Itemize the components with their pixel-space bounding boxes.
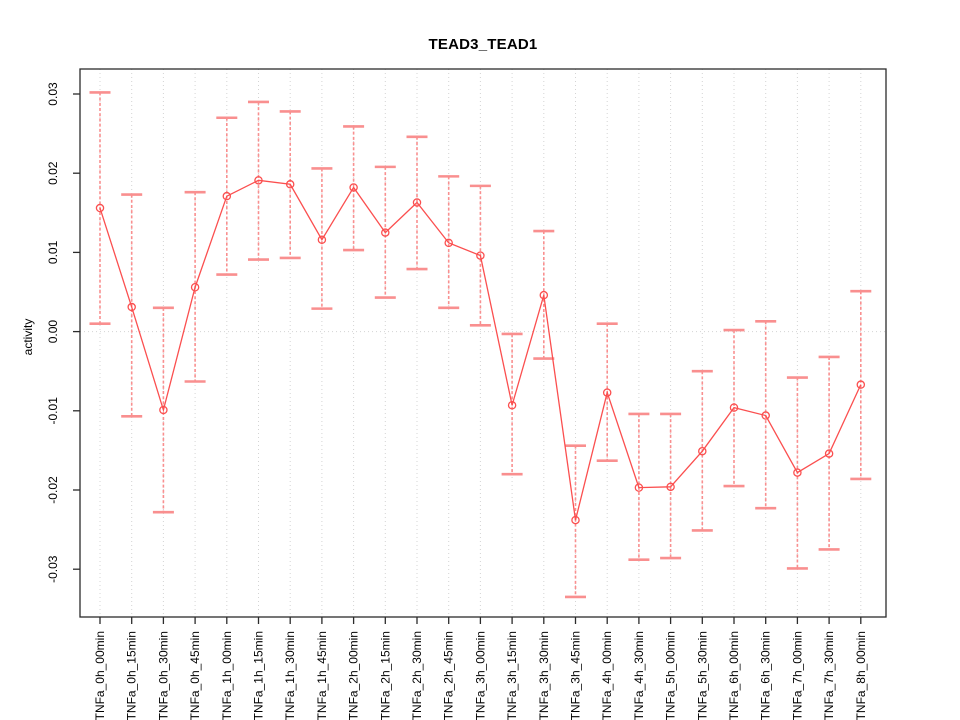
data-point-marker	[634, 483, 644, 492]
x-tick-label: TNFa_3h_15min	[505, 631, 519, 720]
y-tick-label: 0.01	[46, 240, 60, 264]
data-point-marker	[856, 380, 866, 389]
y-tick-label: -0.02	[46, 476, 60, 504]
plot-frame	[79, 68, 887, 618]
x-tick-label: TNFa_1h_30min	[283, 631, 297, 720]
y-tick-label: -0.03	[46, 555, 60, 583]
x-tick-label: TNFa_1h_00min	[220, 631, 234, 720]
data-point-marker	[698, 446, 707, 456]
y-tick-label: 0.02	[46, 161, 60, 185]
data-point-marker	[476, 251, 485, 260]
y-tick-label: 0.00	[46, 320, 60, 344]
data-point-marker	[602, 388, 612, 397]
data-point-marker	[190, 282, 200, 292]
x-tick-label: TNFa_7h_30min	[822, 631, 836, 720]
data-point-marker	[824, 449, 834, 458]
x-tick-label: TNFa_3h_45min	[569, 631, 583, 720]
x-tick-label: TNFa_2h_45min	[442, 631, 456, 720]
data-point-marker	[127, 302, 136, 312]
data-point-marker	[761, 411, 770, 420]
data-point-marker	[317, 235, 327, 244]
data-point-marker	[95, 203, 105, 213]
x-tick-label: TNFa_0h_00min	[93, 631, 107, 720]
x-tick-label: TNFa_6h_00min	[727, 631, 741, 720]
data-point-marker	[285, 180, 295, 189]
data-point-marker	[729, 403, 739, 412]
x-tick-label: TNFa_3h_30min	[537, 631, 551, 720]
data-point-marker	[666, 482, 675, 492]
x-tick-label: TNFa_2h_15min	[378, 631, 392, 720]
x-tick-label: TNFa_5h_30min	[695, 631, 709, 720]
data-point-marker	[349, 183, 358, 192]
y-tick-label: 0.03	[46, 82, 60, 106]
data-point-marker	[381, 228, 390, 237]
x-tick-label: TNFa_7h_00min	[790, 631, 804, 720]
x-tick-label: TNFa_1h_45min	[315, 631, 329, 720]
data-point-marker	[444, 238, 453, 248]
data-point-marker	[571, 515, 580, 525]
x-tick-label: TNFa_2h_00min	[347, 631, 361, 720]
x-tick-label: TNFa_1h_15min	[252, 631, 266, 720]
x-tick-label: TNFa_4h_00min	[600, 631, 614, 720]
y-tick-label: -0.01	[46, 397, 60, 425]
x-tick-label: TNFa_5h_00min	[664, 631, 678, 720]
x-tick-label: TNFa_0h_30min	[156, 631, 170, 720]
x-tick-label: TNFa_6h_30min	[759, 631, 773, 720]
data-point-marker	[793, 468, 802, 477]
x-tick-label: TNFa_0h_45min	[188, 631, 202, 720]
data-point-marker	[507, 401, 517, 410]
chart-title: TEAD3_TEAD1	[428, 36, 538, 53]
x-tick-label: TNFa_8h_00min	[854, 631, 868, 720]
x-tick-label: TNFa_4h_30min	[632, 631, 646, 720]
data-point-marker	[222, 191, 232, 201]
data-point-marker	[254, 176, 263, 185]
x-tick-label: TNFa_0h_15min	[125, 631, 139, 720]
x-tick-label: TNFa_3h_00min	[473, 631, 487, 720]
data-point-marker	[159, 405, 168, 415]
data-point-marker	[539, 290, 549, 300]
series-line	[99, 179, 862, 521]
data-point-marker	[412, 198, 422, 207]
x-tick-label: TNFa_2h_30min	[410, 631, 424, 720]
